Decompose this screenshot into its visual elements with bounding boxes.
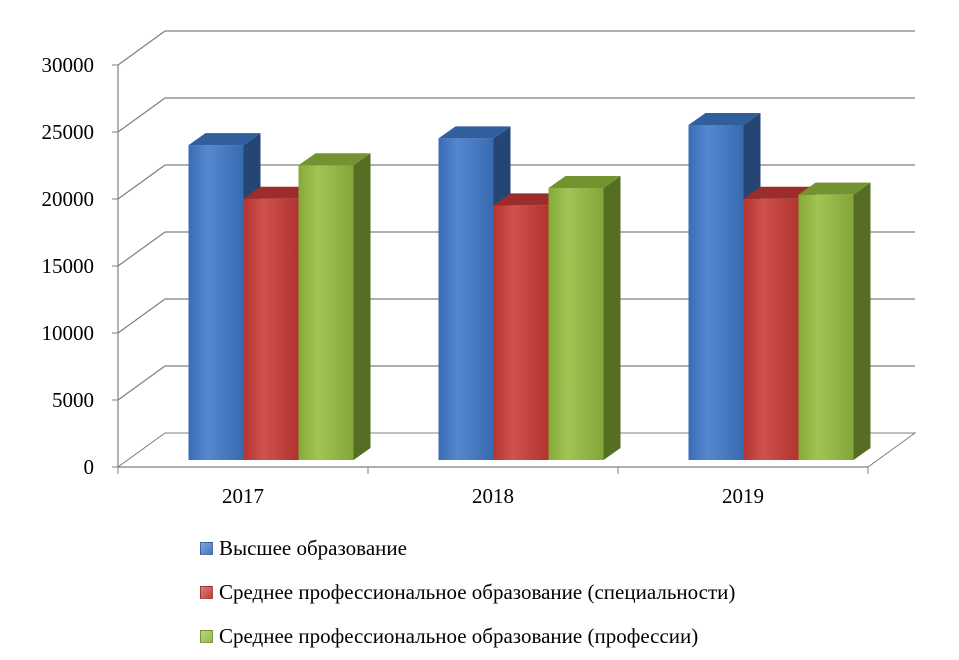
legend-swatch (200, 585, 213, 599)
y-tick-label: 30000 (42, 53, 95, 77)
bar-top (548, 175, 621, 188)
bar-top (493, 193, 566, 206)
y-axis-tick-labels: 0 5000 10000 15000 20000 25000 30000 (42, 53, 95, 479)
bar-front (548, 187, 604, 461)
legend-label: Среднее профессиональное образование (пр… (219, 623, 699, 648)
gridline-wall (117, 164, 166, 200)
y-tick-label: 5000 (52, 388, 94, 412)
bar (798, 182, 871, 460)
gridline-wall (117, 231, 166, 267)
chart-bars (188, 113, 871, 461)
bar-side (603, 175, 621, 461)
bar-front (688, 125, 744, 460)
legend-label: Среднее профессиональное образование (сп… (219, 579, 736, 604)
bar-top (688, 113, 761, 125)
legend-label: Высшее образование (219, 535, 407, 560)
bar-front (298, 165, 354, 460)
bar (548, 175, 621, 461)
gridline-wall (117, 365, 166, 401)
bar-top (798, 182, 871, 195)
bar-front (243, 198, 299, 460)
legend-swatch (200, 629, 213, 643)
gridline-wall (117, 298, 166, 334)
legend-item: Среднее профессиональное образование (сп… (200, 570, 735, 614)
bar-side (353, 153, 371, 460)
bar-front (743, 198, 799, 460)
x-tick-label: 2018 (472, 484, 514, 508)
bar (298, 153, 371, 460)
y-tick-label: 10000 (42, 321, 95, 345)
bar-top (438, 126, 511, 139)
bar-front (188, 145, 244, 460)
y-tick-label: 20000 (42, 187, 95, 211)
y-tick-label: 0 (84, 455, 95, 479)
y-tick-label: 15000 (42, 254, 95, 278)
bar-top (298, 153, 371, 166)
gridline-wall (117, 30, 166, 66)
bar-top (188, 133, 261, 146)
bar-front (798, 194, 854, 460)
bar-top (243, 186, 316, 199)
x-axis-tick-labels: 2017 2018 2019 (222, 484, 764, 508)
bar-front (493, 205, 549, 460)
y-tick-label: 25000 (42, 120, 95, 144)
legend-swatch (200, 541, 213, 555)
bar-top (743, 186, 816, 199)
x-tick-label: 2017 (222, 484, 264, 508)
bar-side (853, 182, 871, 460)
bar-front (438, 138, 494, 460)
legend: Высшее образование Среднее профессиональ… (200, 526, 735, 658)
gridline-wall (117, 97, 166, 133)
x-tick-label: 2019 (722, 484, 764, 508)
legend-item: Среднее профессиональное образование (пр… (200, 614, 735, 658)
legend-item: Высшее образование (200, 526, 735, 570)
chart-axes (112, 64, 869, 474)
